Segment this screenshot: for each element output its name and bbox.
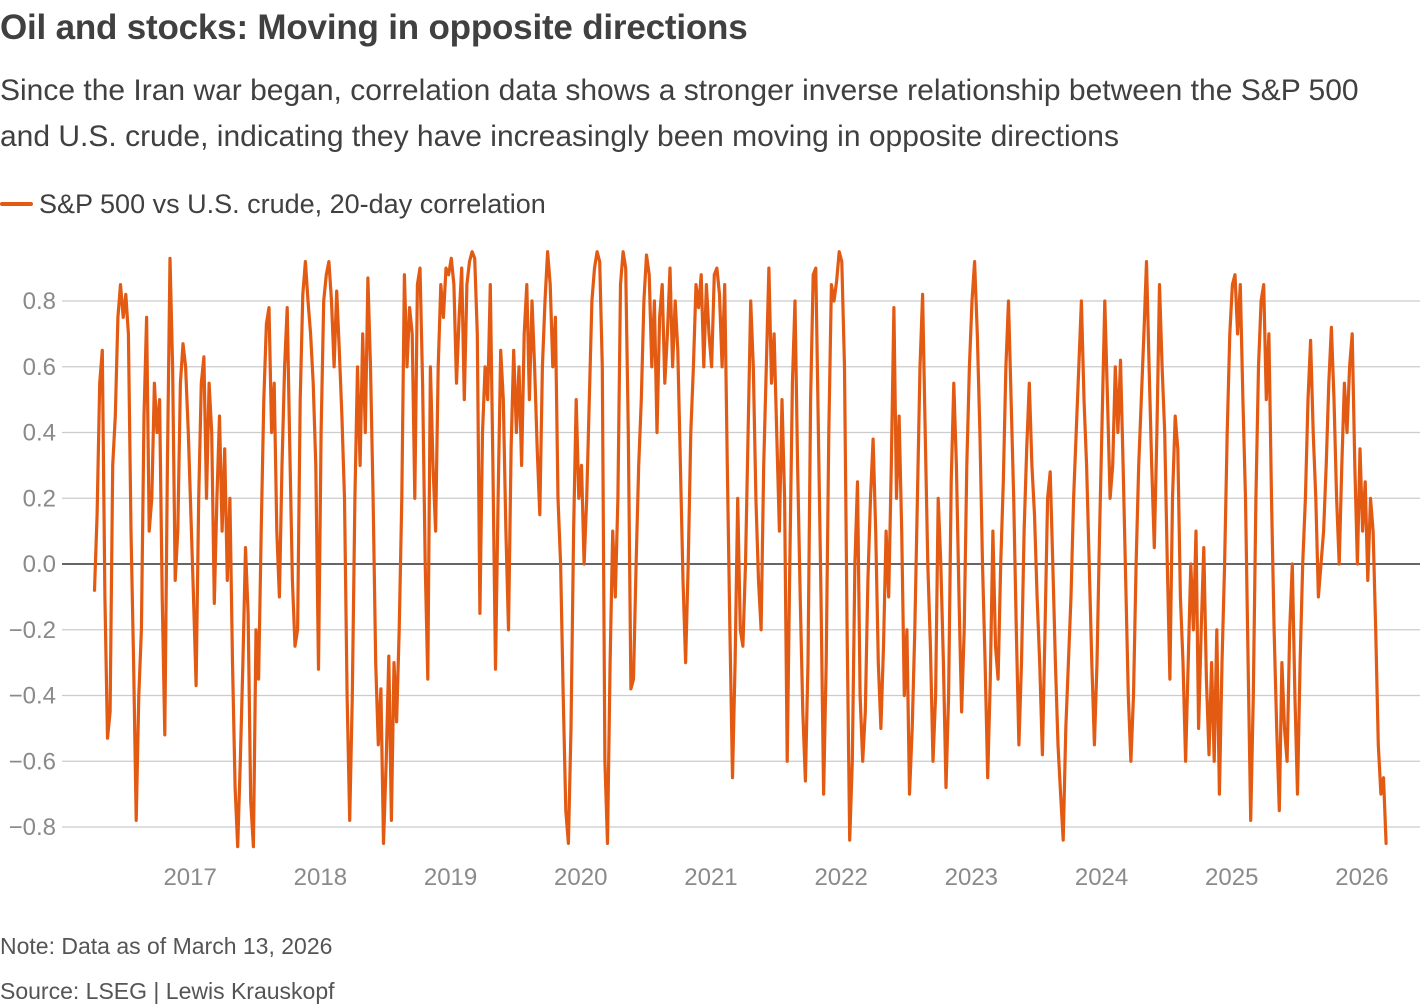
x-axis-ticks: 2017 2018 2019 2020 2021 2022 2023 2024 2025 2026 [163,864,1388,891]
line-chart: 0.8 0.6 0.4 0.2 0.0 −0.2 −0.4 −0.6 −0.8 2017 2018… [9,250,1420,891]
y-tick-label: 0.8 [23,288,56,315]
y-tick-label: −0.2 [9,617,56,644]
x-tick-label: 2024 [1075,864,1128,891]
x-tick-label: 2017 [163,864,216,891]
x-tick-label: 2023 [945,864,998,891]
series-line [92,250,1388,849]
series-layer [92,250,1388,849]
chart-title: Oil and stocks: Moving in opposite direc… [0,8,748,47]
source-credit: Source: LSEG | Lewis Krauskopf [0,978,335,1004]
y-tick-label: 0.0 [23,551,56,578]
footnote: Note: Data as of March 13, 2026 [0,933,333,959]
y-tick-label: 0.6 [23,354,56,381]
y-tick-label: −0.8 [9,814,56,841]
chart-subtitle: Since the Iran war began, correlation da… [0,74,1359,153]
y-tick-label: −0.6 [9,748,56,775]
x-tick-label: 2021 [684,864,737,891]
x-tick-label: 2019 [424,864,477,891]
x-tick-label: 2026 [1335,864,1388,891]
y-tick-label: 0.4 [23,420,56,447]
y-tick-label: −0.4 [9,683,56,710]
legend-swatch [0,202,33,206]
x-tick-label: 2018 [294,864,347,891]
x-tick-label: 2022 [814,864,867,891]
y-tick-label: 0.2 [23,485,56,512]
legend: S&P 500 vs U.S. crude, 20-day correlatio… [0,186,546,222]
x-tick-label: 2025 [1205,864,1258,891]
x-tick-label: 2020 [554,864,607,891]
y-axis-ticks: 0.8 0.6 0.4 0.2 0.0 −0.2 −0.4 −0.6 −0.8 [9,288,56,841]
legend-label: S&P 500 vs U.S. crude, 20-day correlatio… [39,188,546,219]
